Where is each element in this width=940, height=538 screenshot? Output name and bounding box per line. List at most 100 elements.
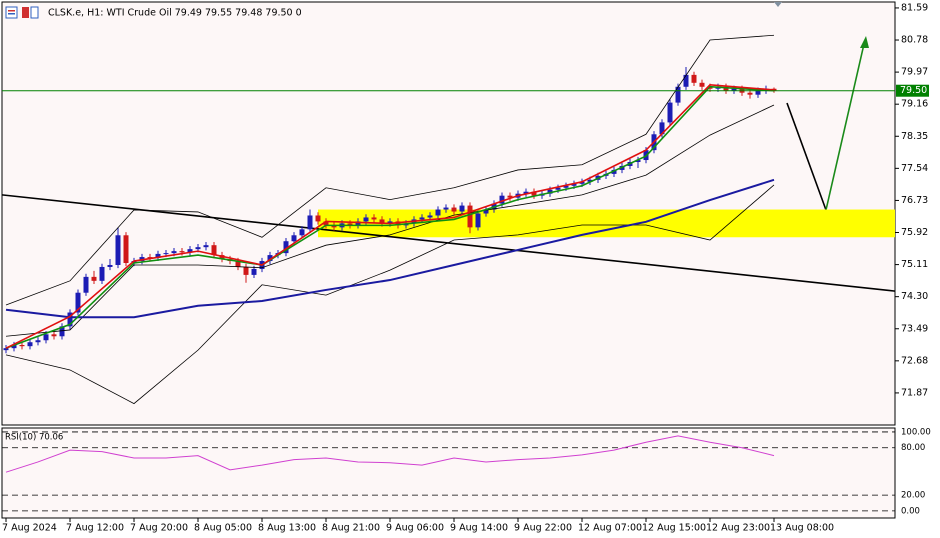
candle-body [91,276,97,281]
rsi-pane [1,427,896,519]
y-tick-label: 20.00 [901,491,925,501]
y-tick-label: 75.11 [901,259,928,270]
candle-body [123,235,129,264]
candle-body [499,195,505,204]
indicator-line [5,178,775,319]
x-tick-label: 7 Aug 12:00 [66,523,124,534]
candle-body [579,181,585,184]
y-tick-label: 79.97 [901,67,928,78]
candle-body [315,215,321,222]
candle-body [51,334,57,337]
candle-body [683,74,689,87]
y-tick-label: 77.54 [901,163,928,174]
candle-body [555,187,561,190]
candle-body [211,245,217,256]
candle-body [483,209,489,214]
candle-body [35,340,41,343]
candle-body [723,86,729,91]
candle-body [11,344,17,349]
y-tick-label: 81.59 [901,2,928,13]
candle-body [179,251,185,253]
candle-body [75,292,81,313]
y-tick-label: 72.68 [901,355,928,366]
candle-body [299,229,305,236]
candle-body [67,312,73,327]
toolbar-icons [5,6,39,19]
y-tick-label: 74.30 [901,291,928,302]
y-tick-label: 79.16 [901,99,928,110]
candle-body [611,169,617,174]
candle-body [699,82,705,87]
candle-body [635,160,641,163]
candle-body [531,191,537,196]
candle-body [331,225,337,228]
candle-body [379,219,385,224]
y-tick-label: 73.49 [901,323,928,334]
x-tick-label: 12 Aug 15:00 [642,523,706,534]
price-label-box [896,84,929,97]
x-tick-label: 7 Aug 20:00 [130,523,188,534]
y-tick-label: 78.35 [901,131,928,142]
candle-body [371,217,377,220]
candle-body [675,86,681,103]
candle-body [659,122,665,135]
drawn-arrows [774,2,869,211]
candle-body [747,92,753,95]
x-tick-label: 12 Aug 07:00 [578,523,642,534]
candle-body [347,223,353,226]
candle-body [571,183,577,186]
candle-body [451,207,457,212]
candle-body [203,245,209,248]
indicator-line [5,34,775,306]
candle-body [667,102,673,123]
candle-body [27,342,33,347]
candle-body [187,249,193,253]
candle-body [755,90,761,95]
y-tick-label: 76.73 [901,195,928,206]
candle-body [43,334,49,341]
candle-body [443,207,449,210]
x-tick-label: 8 Aug 13:00 [258,523,316,534]
x-tick-label: 13 Aug 08:00 [770,523,834,534]
candle-body [251,268,257,275]
x-tick-label: 9 Aug 06:00 [386,523,444,534]
candle-body [419,217,425,220]
candle-body [235,261,241,267]
candle-body [323,221,329,226]
price-label: 79.50 [900,85,927,96]
candle-body [267,255,273,262]
indicator-line [5,85,775,349]
candle-body [563,185,569,188]
candle-body [475,213,481,228]
candle-body [355,221,361,226]
candle-body [307,215,313,230]
candle-body [427,215,433,218]
y-tick-label: 80.00 [901,443,925,453]
candle-body [587,179,593,182]
candle-body [3,348,9,351]
candle-body [283,241,289,254]
x-tick-label: 8 Aug 05:00 [194,523,252,534]
indicator-line [5,83,775,349]
candle-body [107,264,113,267]
x-tick-label: 9 Aug 14:00 [450,523,508,534]
indicator-line [5,104,775,337]
x-tick-label: 8 Aug 21:00 [322,523,380,534]
candle-body [195,247,201,250]
candle-body [459,205,465,212]
y-tick-label: 80.78 [901,35,928,46]
x-tick-label: 12 Aug 23:00 [706,523,770,534]
rsi-line [5,435,775,473]
candle-body [507,195,513,198]
candle-body [147,257,153,259]
candle-body [83,276,89,293]
candle-body [467,205,473,228]
candle-body [435,209,441,216]
candle-body [243,266,249,275]
candle-body [691,74,697,83]
indicator-line [5,184,775,405]
y-tick-label: 100.00 [901,427,931,437]
candle-body [99,266,105,281]
x-tick-label: 9 Aug 22:00 [514,523,572,534]
